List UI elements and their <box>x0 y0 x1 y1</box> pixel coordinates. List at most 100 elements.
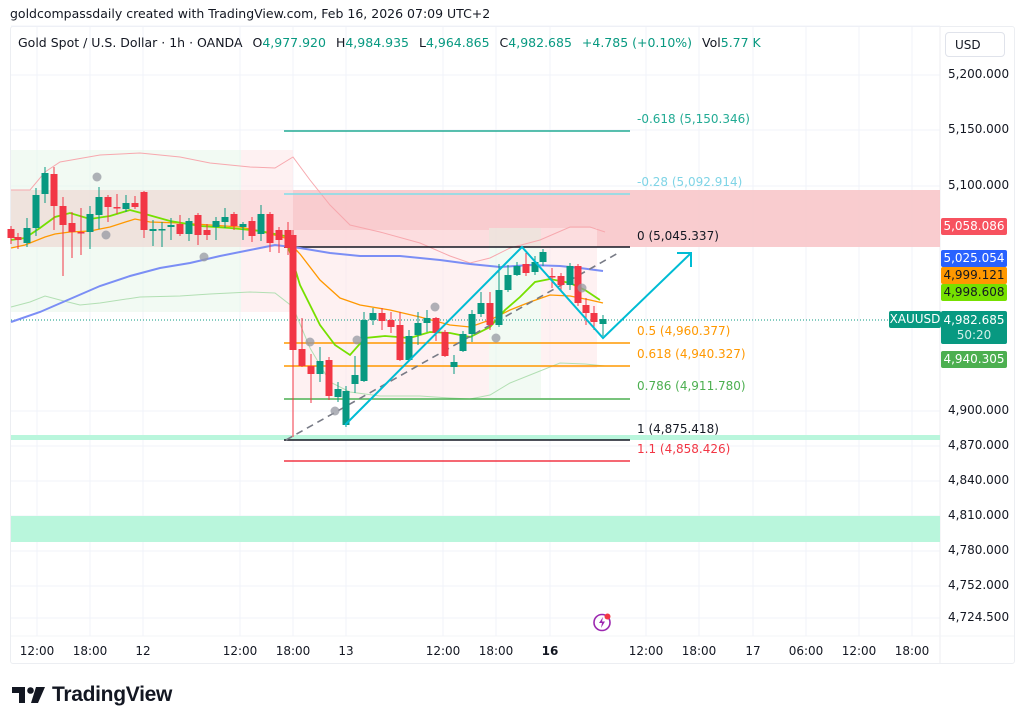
price-tick-label: 4,900.000 <box>948 403 1010 417</box>
pivot-dot <box>92 172 102 182</box>
candle-down <box>7 229 15 238</box>
candle-up <box>405 336 413 360</box>
ma-orange-line <box>10 218 604 328</box>
time-tick-label: 12:00 <box>841 644 877 658</box>
time-tick-label: 18:00 <box>72 644 108 658</box>
dashed-trendline <box>285 251 621 441</box>
fib-level-label: 0 (5,045.337) <box>637 229 719 243</box>
candle-up <box>504 275 512 290</box>
pivot-dot <box>577 283 587 293</box>
candle-up <box>360 320 368 381</box>
price-tick-label: 4,840.000 <box>948 473 1010 487</box>
demand-zone <box>11 516 940 542</box>
symbol-legend[interactable]: Gold Spot / U.S. Dollar · 1h · OANDA O4,… <box>18 35 761 50</box>
price-tick-label: 5,100.000 <box>948 178 1010 192</box>
zones <box>11 150 940 542</box>
candle-up <box>599 319 607 324</box>
price-tick-label: 5,200.000 <box>948 67 1010 81</box>
pivot-dot <box>491 333 501 343</box>
candle-down <box>298 349 306 366</box>
time-tick-label: 18:00 <box>478 644 514 658</box>
tradingview-logo[interactable]: TradingView <box>12 683 172 707</box>
candle-up <box>158 229 166 231</box>
fib-level-label: -0.28 (5,092.914) <box>637 175 743 189</box>
pivot-dot <box>199 252 209 262</box>
candle-up <box>351 375 359 384</box>
demand-line-zone <box>11 435 940 440</box>
fib-level-label: 0.5 (4,960.377) <box>637 324 731 338</box>
candle-up <box>468 314 476 334</box>
candle-up <box>459 334 467 351</box>
low-label: L <box>418 35 426 50</box>
fib-level-label: 0.786 (4,911.780) <box>637 379 746 393</box>
time-tick-label: 12:00 <box>222 644 258 658</box>
high-value: 4,984.935 <box>345 35 409 50</box>
close-label: C <box>499 35 509 50</box>
candle-down <box>548 276 556 278</box>
time-tick-label: 13 <box>338 644 354 658</box>
candle-up <box>495 290 503 325</box>
candle-down <box>113 207 121 209</box>
lightning-event-icon[interactable] <box>592 612 612 632</box>
candle-up <box>566 266 574 285</box>
candle-down <box>432 318 440 333</box>
candle-up <box>32 195 40 228</box>
candle-down <box>248 221 256 236</box>
symbol-tag: XAUUSD <box>889 311 941 328</box>
candle-up <box>450 362 458 367</box>
candle-down <box>378 313 386 321</box>
last-price: 4,982.685 <box>943 313 1005 327</box>
candle-down <box>284 230 292 248</box>
price-tick-label: 5,150.000 <box>948 122 1010 136</box>
candle-down <box>289 235 297 350</box>
candle-up <box>369 313 377 320</box>
price-tick-label: 4,870.000 <box>948 438 1010 452</box>
candle-up <box>334 389 342 397</box>
candle-up <box>23 228 31 243</box>
candle-up <box>477 303 485 314</box>
pivot-dot <box>305 337 315 347</box>
currency-button[interactable]: USD <box>945 32 1005 57</box>
time-tick-label: 18:00 <box>894 644 930 658</box>
candle-down <box>574 266 582 303</box>
candle-down <box>557 276 565 285</box>
candle-up <box>185 221 193 234</box>
candle-down <box>230 214 238 226</box>
candle-up <box>257 214 265 234</box>
candle-down <box>68 223 76 232</box>
range-shade-green <box>11 150 241 312</box>
overlay-drawings <box>92 172 692 426</box>
candle-down <box>396 325 404 360</box>
candle-up <box>221 217 229 222</box>
low-value: 4,964.865 <box>425 35 490 50</box>
high-label: H <box>335 35 346 50</box>
candle-down <box>176 224 184 234</box>
candle-down <box>590 313 598 322</box>
candle-up <box>531 262 539 272</box>
fib-level-label: -0.618 (5,150.346) <box>637 112 750 126</box>
time-tick-label: 12:00 <box>425 644 461 658</box>
ma-blue-line <box>10 243 604 323</box>
fib-level-label: 1 (4,875.418) <box>637 422 719 436</box>
candle-down <box>582 305 590 313</box>
lower-band <box>10 291 606 400</box>
pivot-dot <box>430 302 440 312</box>
fib-level-label: 1.1 (4,858.426) <box>637 442 731 456</box>
fibonacci-lines <box>11 130 940 462</box>
candle-down <box>266 214 274 243</box>
time-tick-label: 12:00 <box>628 644 664 658</box>
candle-down <box>486 303 494 325</box>
close-value: 4,982.685 <box>508 35 572 50</box>
candles <box>7 167 607 437</box>
tradingview-logo-icon <box>12 687 45 703</box>
candle-down <box>104 197 112 207</box>
candle-up <box>212 221 220 227</box>
pivot-dot <box>352 335 362 345</box>
range-shade-red <box>541 228 597 368</box>
open-label: O <box>252 35 263 50</box>
bar-countdown: 50:20 <box>956 328 992 342</box>
price-tag: 4,940.305 <box>941 351 1007 368</box>
fib-level-label: 0.618 (4,940.327) <box>637 347 746 361</box>
candle-up <box>342 391 350 425</box>
